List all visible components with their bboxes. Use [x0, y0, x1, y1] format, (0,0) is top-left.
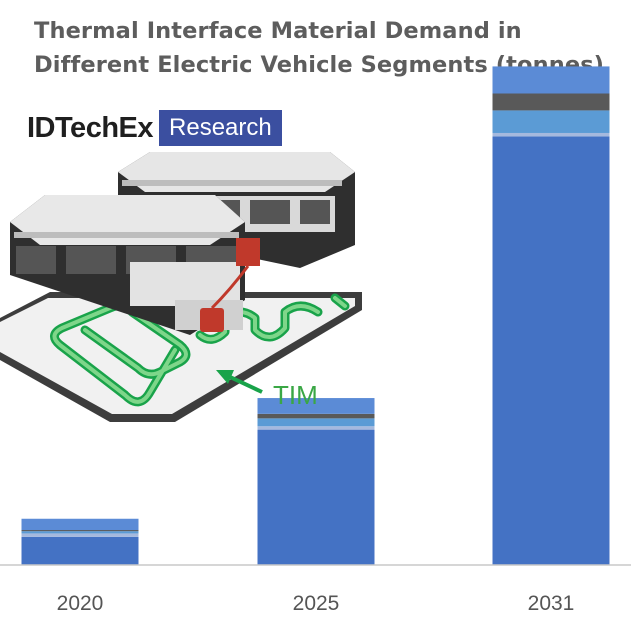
battery-pack-illustration: TIM — [0, 152, 362, 422]
bar-2025-segment-5 — [257, 398, 375, 414]
bar-layer — [21, 66, 610, 566]
bar-2025-segment-3 — [257, 418, 375, 427]
bar-2020-segment-3 — [21, 531, 139, 534]
bar-2031-segment-4 — [492, 93, 610, 111]
x-tick-label-2031: 2031 — [528, 592, 575, 615]
tim-pointer-line — [227, 374, 263, 394]
battery-module-front — [10, 195, 245, 335]
connector-cable — [210, 265, 250, 310]
bar-2025-segment-4 — [257, 413, 375, 419]
bar-2025-segment-2 — [257, 426, 375, 430]
tray-floor — [0, 298, 355, 414]
x-tick-label-2020: 2020 — [57, 592, 104, 615]
chart-title-line-1: Thermal Interface Material Demand in — [34, 18, 522, 44]
bar-2020-segment-1 — [21, 536, 139, 565]
bar-2025-segment-1 — [257, 429, 375, 565]
bar-2020-segment-2 — [21, 533, 139, 537]
bar-2020-segment-5 — [21, 518, 139, 531]
bar-2031-segment-5 — [492, 66, 610, 94]
logo-research-box: Research — [159, 110, 282, 146]
red-connector-bottom — [200, 308, 224, 332]
bar-2031-segment-3 — [492, 110, 610, 133]
red-connector-top — [236, 238, 260, 266]
idtechex-logo: IDTechEx Research — [27, 110, 282, 146]
bar-2031-segment-1 — [492, 136, 610, 566]
x-axis-ticks: 2020 2025 2031 — [57, 592, 575, 615]
tim-label: TIM — [273, 380, 318, 410]
tim-pointer-arrowhead — [216, 370, 234, 384]
bar-2031-segment-2 — [492, 132, 610, 137]
chart-title: Thermal Interface Material Demand in Dif… — [34, 14, 624, 82]
bar-2020-segment-4 — [21, 530, 139, 532]
logo-wordmark: IDTechEx — [27, 111, 154, 144]
x-tick-label-2025: 2025 — [293, 592, 340, 615]
